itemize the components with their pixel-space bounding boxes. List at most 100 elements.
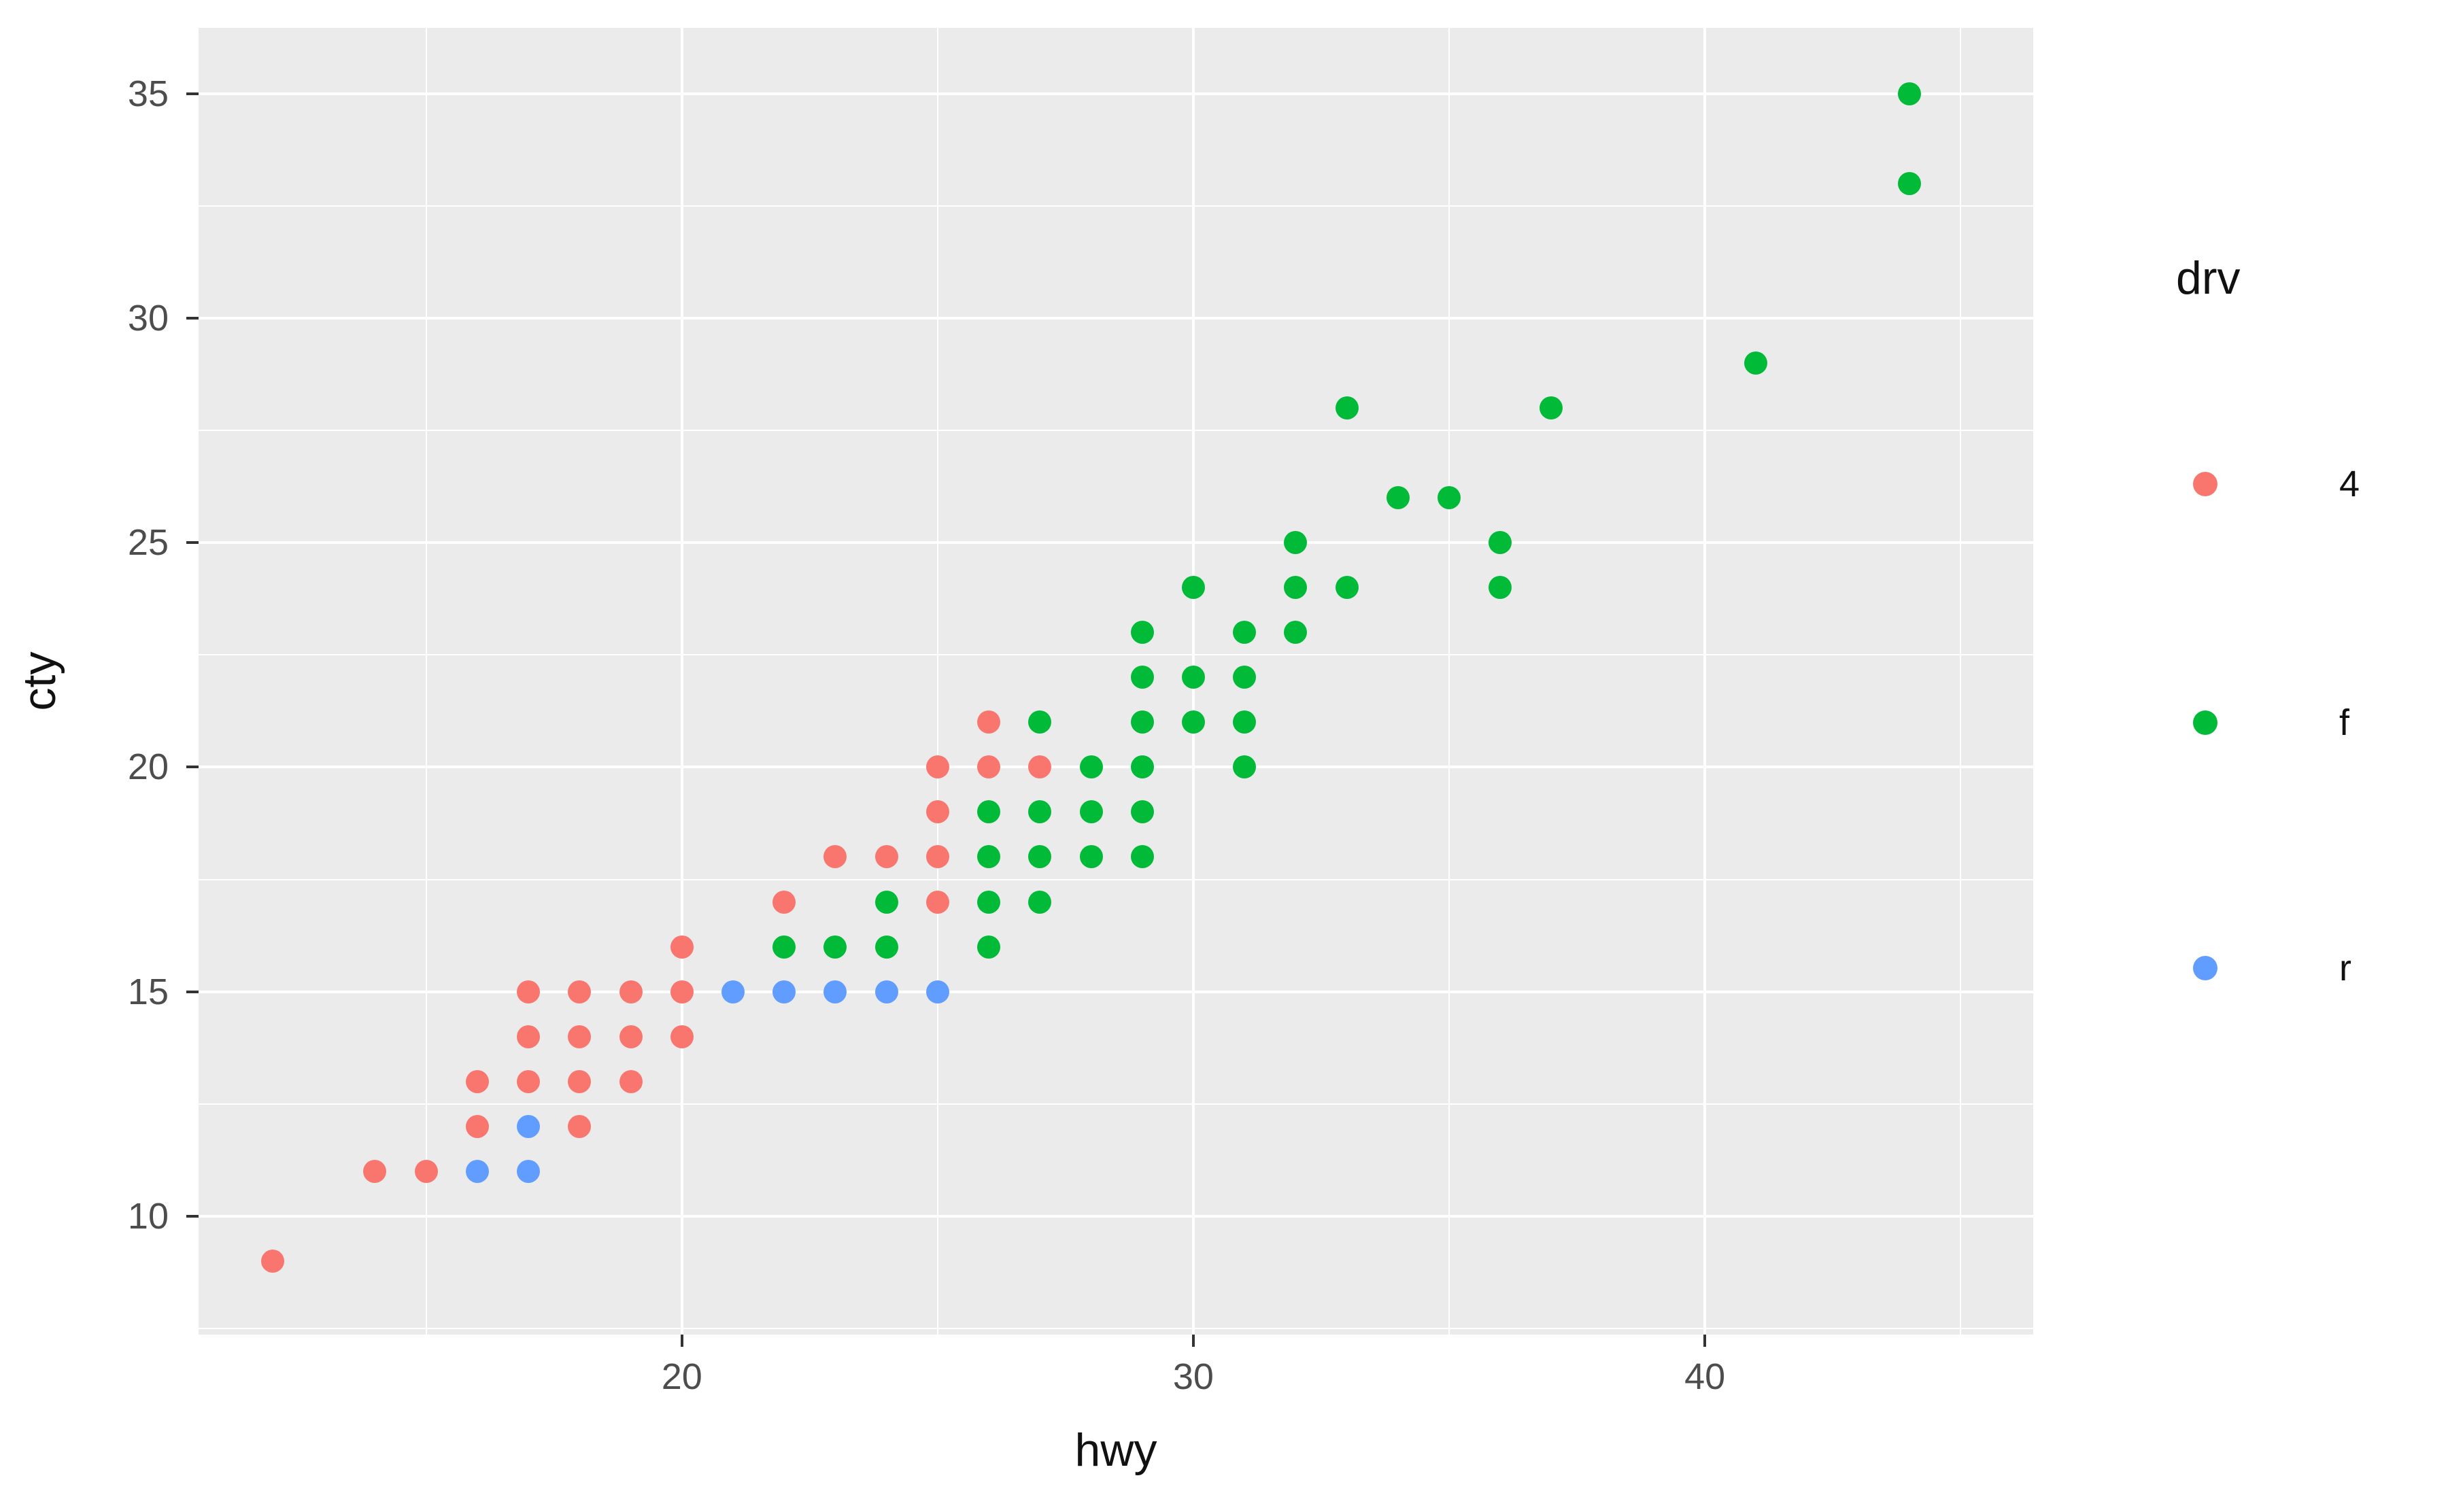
data-point-r (517, 1159, 541, 1183)
data-point-f (1181, 576, 1205, 600)
data-point-f (1489, 531, 1512, 555)
data-point-4 (568, 1069, 592, 1093)
data-point-4 (363, 1159, 387, 1183)
y-tick-label: 30 (127, 298, 169, 339)
gridline-y-minor (199, 1103, 2033, 1105)
data-point-r (465, 1159, 489, 1183)
data-point-f (1079, 800, 1103, 824)
y-tick-label: 25 (127, 522, 169, 564)
data-point-4 (772, 890, 796, 914)
gridline-x-minor (936, 28, 938, 1335)
legend-swatch-r (2193, 956, 2217, 980)
y-tick-label: 35 (127, 73, 169, 115)
data-point-f (1028, 845, 1052, 869)
data-point-4 (619, 1025, 643, 1048)
data-point-f (1233, 710, 1257, 734)
data-point-4 (823, 845, 847, 869)
data-point-4 (517, 1025, 541, 1048)
data-point-4 (977, 755, 1001, 779)
data-point-f (1284, 576, 1308, 600)
gridline-y-minor (199, 205, 2033, 207)
legend-item-label: f (2339, 702, 2350, 743)
y-axis-title: cty (14, 651, 65, 711)
data-point-f (1028, 890, 1052, 914)
data-point-f (1489, 576, 1512, 600)
data-point-f (977, 845, 1001, 869)
data-point-f (1744, 351, 1768, 375)
y-tick-mark (186, 1214, 199, 1218)
gridline-y-major (199, 990, 2033, 993)
data-point-4 (670, 980, 694, 1003)
data-point-f (1284, 531, 1308, 555)
gridline-y-major (199, 92, 2033, 96)
data-point-r (517, 1114, 541, 1138)
y-tick-label: 15 (127, 971, 169, 1012)
data-point-f (1130, 621, 1154, 645)
y-tick-mark (186, 92, 199, 96)
data-point-f (1130, 666, 1154, 689)
gridline-x-minor (1448, 28, 1450, 1335)
gridline-y-major (199, 766, 2033, 769)
data-point-4 (1028, 755, 1052, 779)
data-point-4 (568, 1114, 592, 1138)
data-point-4 (568, 980, 592, 1003)
data-point-f (977, 890, 1001, 914)
data-point-f (874, 890, 898, 914)
data-point-r (874, 980, 898, 1003)
data-point-f (1079, 755, 1103, 779)
data-point-4 (670, 1025, 694, 1048)
data-point-4 (465, 1114, 489, 1138)
y-tick-mark (186, 317, 199, 320)
data-point-r (721, 980, 745, 1003)
gridline-x-major (680, 28, 683, 1335)
data-point-f (1386, 486, 1410, 510)
x-tick-label: 20 (661, 1356, 702, 1397)
legend-item-label: 4 (2339, 464, 2360, 504)
gridline-y-minor (199, 878, 2033, 880)
data-point-4 (261, 1249, 285, 1273)
data-point-f (1130, 710, 1154, 734)
x-tick-mark (1703, 1335, 1707, 1347)
data-point-r (925, 980, 949, 1003)
gridline-y-minor (199, 430, 2033, 432)
data-point-r (772, 980, 796, 1003)
legend: drv 4 f r (2135, 245, 2448, 1129)
data-point-f (1335, 396, 1359, 420)
y-tick-mark (186, 766, 199, 769)
data-point-f (1028, 710, 1052, 734)
data-point-f (1028, 800, 1052, 824)
data-point-4 (619, 980, 643, 1003)
data-point-f (1897, 82, 1921, 106)
y-tick-mark (186, 990, 199, 993)
data-point-4 (874, 845, 898, 869)
data-point-4 (977, 710, 1001, 734)
x-tick-mark (680, 1335, 683, 1347)
data-point-f (1540, 396, 1563, 420)
legend-item-label: r (2339, 948, 2351, 989)
data-point-4 (670, 935, 694, 959)
gridline-x-minor (1960, 28, 1962, 1335)
data-point-f (1335, 576, 1359, 600)
data-point-4 (517, 980, 541, 1003)
data-point-f (1284, 621, 1308, 645)
data-point-f (1079, 845, 1103, 869)
data-point-4 (414, 1159, 438, 1183)
gridline-x-major (1703, 28, 1707, 1335)
legend-item-4: 4 (2135, 457, 2360, 511)
data-point-4 (925, 845, 949, 869)
x-tick-label: 40 (1684, 1356, 1726, 1397)
gridline-y-major (199, 1214, 2033, 1218)
legend-item-r: r (2135, 941, 2351, 995)
data-point-4 (568, 1025, 592, 1048)
gridline-y-minor (199, 654, 2033, 656)
data-point-f (977, 935, 1001, 959)
x-tick-label: 30 (1172, 1356, 1214, 1397)
gridline-y-minor (199, 1327, 2033, 1329)
data-point-f (1233, 755, 1257, 779)
data-point-f (1130, 845, 1154, 869)
data-point-4 (619, 1069, 643, 1093)
data-point-f (823, 935, 847, 959)
y-tick-mark (186, 541, 199, 545)
gridline-y-major (199, 541, 2033, 545)
